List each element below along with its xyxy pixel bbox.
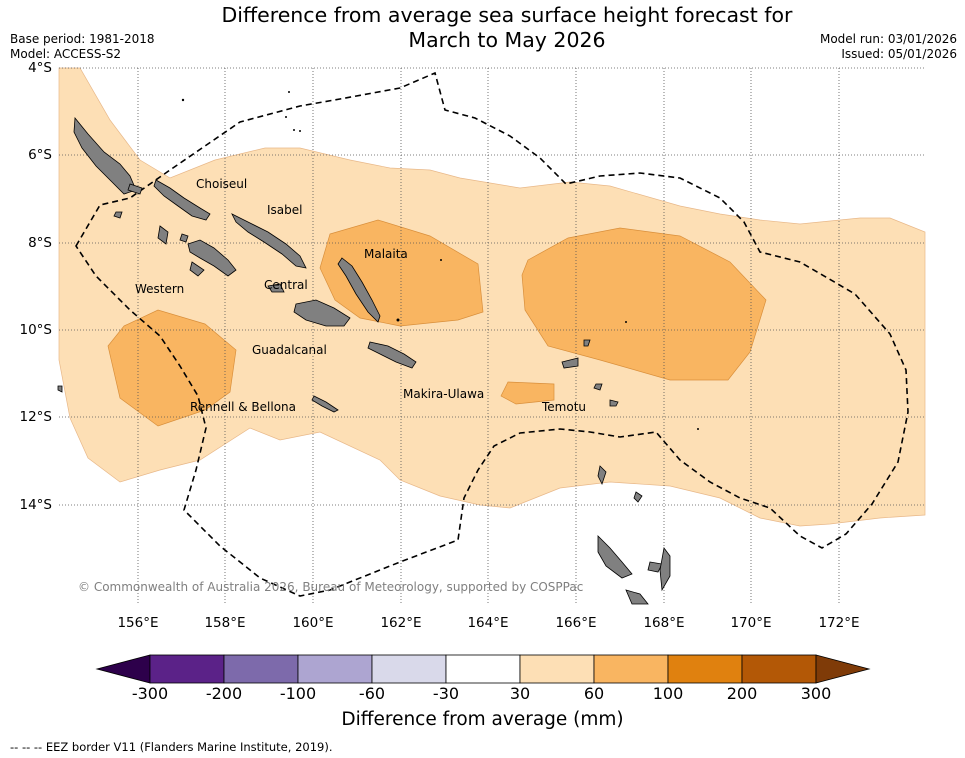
lon-label-164e: 164°E: [467, 615, 509, 631]
vanuatu-espiritu-santo: [597, 535, 633, 579]
meta-left: Base period: 1981-2018 Model: ACCESS-S2: [10, 32, 155, 62]
colorbar-segment: [667, 654, 743, 684]
place-label-isabel: Isabel: [267, 203, 303, 217]
colorbar-over-triangle: [815, 654, 871, 684]
colorbar-under-triangle: [95, 654, 151, 684]
anomaly-medium-region-3: [107, 309, 237, 427]
model-name: Model: ACCESS-S2: [10, 47, 122, 61]
bougainville-island: [73, 116, 137, 195]
small-islet-9: [597, 465, 607, 486]
meta-right: Model run: 03/01/2026 Issued: 05/01/2026: [820, 32, 957, 62]
colorbar-tick: 30: [509, 684, 531, 703]
colorbar-title: Difference from average (mm): [341, 709, 624, 730]
model-run: Model run: 03/01/2026: [819, 32, 957, 46]
vanuatu-malakula: [647, 561, 663, 573]
makira-island: [367, 341, 417, 369]
colorbar-segment: [445, 654, 521, 684]
colorbar-tick: 300: [800, 684, 832, 703]
colorbar-segment: [519, 654, 595, 684]
small-islet-11: [57, 385, 63, 393]
lon-label-156e: 156°E: [117, 615, 159, 631]
place-label-guadalcanal: Guadalcanal: [252, 343, 327, 357]
small-islet-6: [583, 339, 591, 347]
place-label-choiseul: Choiseul: [196, 177, 248, 191]
colorbar-tick: -100: [279, 684, 317, 703]
anomaly-medium-region-4: [500, 381, 555, 405]
small-islet-4: [189, 261, 205, 277]
copyright-notice: © Commonwealth of Australia 2026, Bureau…: [78, 580, 584, 594]
lon-label-160e: 160°E: [292, 615, 334, 631]
small-islet-5: [561, 357, 579, 369]
title-line-1: Difference from average sea surface heig…: [221, 3, 793, 27]
colorbar-tick: -60: [358, 684, 386, 703]
small-islet-10: [633, 491, 643, 503]
small-islet-3: [179, 233, 189, 243]
base-period: Base period: 1981-2018: [10, 32, 155, 46]
place-label-rennell-bellona: Rennell & Bellona: [190, 400, 297, 414]
lat-label-10s: 10°S: [19, 322, 53, 338]
colorbar-tick: -30: [432, 684, 460, 703]
colorbar-segment: [371, 654, 447, 684]
place-label-western: Western: [135, 282, 185, 296]
guadalcanal-island: [293, 299, 351, 327]
small-islet-7: [593, 383, 603, 391]
rennell-island: [311, 395, 339, 413]
anomaly-medium-region-2: [521, 227, 767, 381]
russell-islands: [267, 283, 285, 293]
malaita-island: [337, 257, 381, 323]
place-label-temotu: Temotu: [542, 400, 587, 414]
eez-footnote: -- -- -- EEZ border V11 (Flanders Marine…: [10, 740, 333, 754]
lat-label-6s: 6°S: [28, 147, 52, 163]
small-islet-1: [127, 183, 143, 195]
anomaly-light-region: [58, 67, 926, 527]
colorbar-segment: [223, 654, 299, 684]
colorbar-segment: [297, 654, 373, 684]
lon-label-162e: 162°E: [380, 615, 422, 631]
place-label-central: Central: [264, 278, 308, 292]
place-label-makira-ulawa: Makira-Ulawa: [403, 387, 485, 401]
vanuatu-pentecost: [659, 547, 671, 592]
lon-label-158e: 158°E: [204, 615, 246, 631]
map-title: Difference from average sea surface heig…: [0, 3, 965, 53]
isabel-island: [231, 213, 307, 269]
lat-label-4s: 4°S: [28, 60, 52, 76]
lat-label-14s: 14°S: [19, 497, 53, 513]
choiseul-island: [153, 179, 211, 221]
lon-label-172e: 172°E: [818, 615, 860, 631]
colorbar-tick: 100: [652, 684, 684, 703]
land-masses: [57, 116, 671, 605]
eez-border: [75, 71, 909, 597]
vella-lavella: [157, 225, 169, 245]
vanuatu-efate: [625, 589, 649, 605]
lon-label-170e: 170°E: [730, 615, 772, 631]
lat-label-8s: 8°S: [28, 235, 52, 251]
small-islet-2: [113, 211, 123, 219]
lon-label-166e: 166°E: [555, 615, 597, 631]
lat-label-12s: 12°S: [19, 409, 53, 425]
colorbar-segment: [741, 654, 817, 684]
colorbar-tick: 60: [583, 684, 605, 703]
issued-date: Issued: 05/01/2026: [841, 47, 957, 61]
colorbar-tick: -300: [131, 684, 169, 703]
colorbar-segment: [593, 654, 669, 684]
new-georgia-islands: [187, 239, 237, 277]
small-islet-8: [609, 399, 619, 407]
title-line-2: March to May 2026: [408, 28, 606, 52]
colorbar-tick: 200: [726, 684, 758, 703]
colorbar-tick: -200: [205, 684, 243, 703]
lon-label-168e: 168°E: [643, 615, 685, 631]
colorbar: [95, 654, 871, 684]
colorbar-segment: [149, 654, 225, 684]
tiny-islets: [181, 91, 699, 430]
place-label-malaita: Malaita: [364, 247, 408, 261]
